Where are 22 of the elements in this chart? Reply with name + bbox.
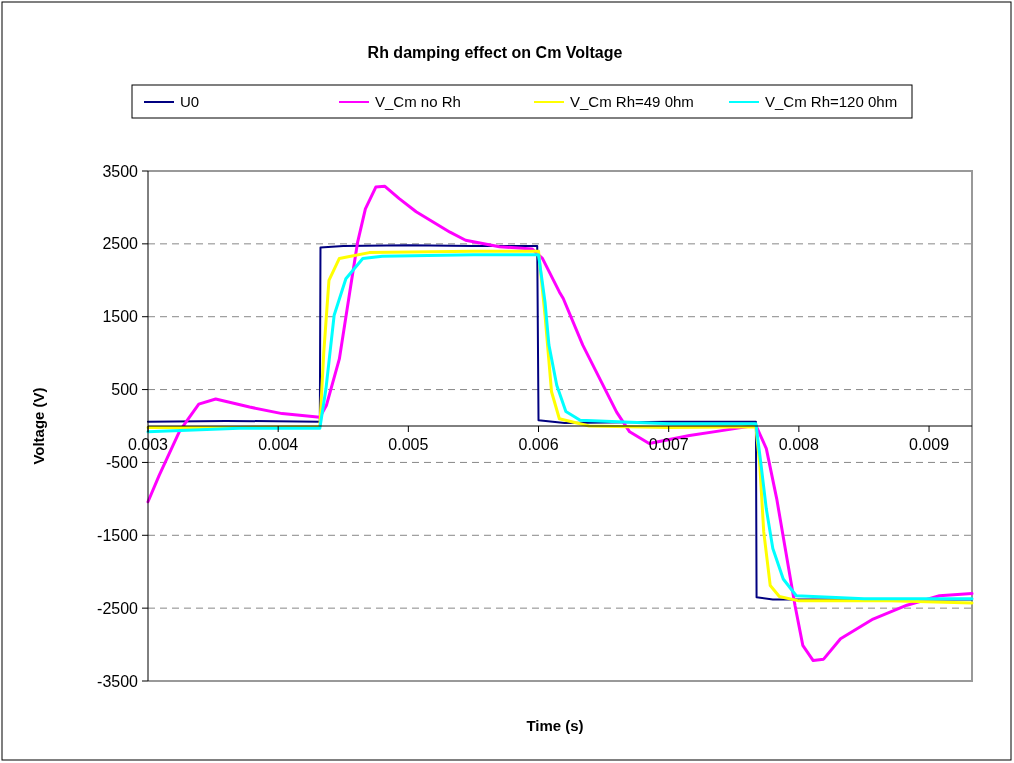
legend-label: U0 bbox=[180, 93, 200, 111]
x-tick-label: 0.004 bbox=[258, 436, 299, 453]
y-axis-title: Voltage (V) bbox=[30, 387, 47, 465]
y-tick-label: 2500 bbox=[102, 235, 139, 253]
x-tick-label: 0.003 bbox=[127, 436, 169, 453]
legend-label: V_Cm Rh=120 0hm bbox=[765, 93, 898, 111]
x-tick-label: 0.009 bbox=[909, 436, 950, 453]
chart-title: Rh damping effect on Cm Voltage bbox=[367, 44, 623, 61]
legend-label: V_Cm Rh=49 0hm bbox=[570, 93, 694, 111]
x-tick-label: 0.005 bbox=[388, 436, 429, 453]
y-tick-label: -3500 bbox=[97, 672, 139, 690]
y-tick-label: 1500 bbox=[102, 308, 139, 326]
legend-label: V_Cm no Rh bbox=[375, 93, 461, 111]
x-tick-label: 0.008 bbox=[778, 436, 819, 453]
y-tick-label: 500 bbox=[111, 381, 139, 399]
y-tick-label: 3500 bbox=[102, 162, 139, 180]
y-tick-label: -1500 bbox=[97, 526, 139, 544]
x-axis-title: Time (s) bbox=[526, 717, 584, 734]
y-tick-label: -2500 bbox=[97, 599, 139, 617]
y-tick-label: -500 bbox=[105, 454, 139, 472]
x-tick-label: 0.006 bbox=[518, 436, 559, 453]
x-tick-label: 0.007 bbox=[648, 436, 689, 453]
